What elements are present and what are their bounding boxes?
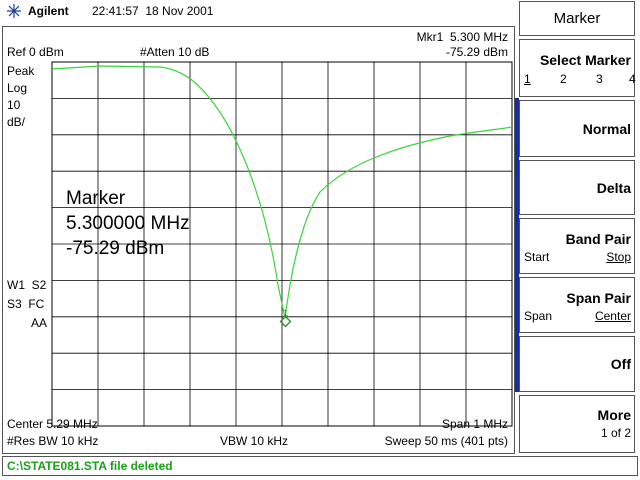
softkey-sub: Span	[524, 309, 553, 323]
sweep: Sweep 50 ms (401 pts)	[384, 434, 508, 448]
datetime: 22:41:57 18 Nov 2001	[92, 4, 214, 18]
softkey-sub: Stop	[606, 250, 631, 264]
scale-label: 10	[7, 98, 21, 112]
softkey-label: Off	[610, 356, 631, 372]
scale-label: dB/	[7, 115, 26, 129]
softkey-option: 2	[560, 72, 567, 86]
graticule: 1	[51, 61, 513, 427]
softkey[interactable]: More 1 of 2	[519, 395, 635, 453]
marker-id: 1	[283, 308, 288, 318]
softkey[interactable]: Normal	[519, 100, 635, 157]
softkey-label: More	[597, 407, 631, 423]
softkey-label: Select Marker	[539, 52, 631, 68]
span: Span 1 MHz	[441, 417, 508, 431]
softkey-option: 4	[629, 72, 636, 86]
status-bar: C:\STATE081.STA file deleted	[2, 456, 638, 476]
softkey-label: Delta	[596, 180, 631, 196]
softkey[interactable]: Off	[519, 336, 635, 392]
rbw: #Res BW 10 kHz	[7, 434, 99, 448]
softkey-label: Normal	[582, 121, 631, 137]
scale-label: Peak	[7, 64, 35, 78]
softkey[interactable]: Span Pair Span Center	[519, 277, 635, 333]
softkey-sub: Start	[524, 250, 550, 264]
marker-freq: Mkr1 5.300 MHz	[416, 30, 508, 44]
ref-level: Ref 0 dBm	[7, 45, 64, 59]
marker-box-line: -75.29 dBm	[66, 238, 165, 259]
graticule-border	[51, 61, 513, 427]
attenuation: #Atten 10 dB	[140, 45, 210, 59]
softkey[interactable]: Delta	[519, 160, 635, 215]
menu-title-text: Marker	[553, 10, 601, 27]
scale-label: Log	[7, 81, 28, 95]
logo-icon	[7, 4, 21, 18]
menu-title: Marker	[519, 1, 635, 36]
status-text: C:\STATE081.STA file deleted	[7, 459, 173, 473]
marker-symbol	[279, 315, 292, 328]
active-bar	[515, 98, 519, 392]
vbw: VBW 10 kHz	[220, 434, 289, 448]
softkey-sub: 1 of 2	[600, 426, 631, 440]
trace	[51, 65, 513, 319]
center-freq: Center 5.29 MHz	[7, 417, 98, 431]
softkey[interactable]: Band Pair Start Stop	[519, 218, 635, 274]
softkey[interactable]: Select Marker 1 2 3 4	[519, 39, 636, 97]
display-frame	[2, 26, 515, 454]
softkey-sub: Center	[594, 309, 631, 323]
softkey-option: 1	[524, 72, 531, 86]
marker-box-line: 5.300000 MHz	[66, 213, 190, 234]
marker-amp: -75.29 dBm	[445, 45, 508, 59]
softkey-label: Band Pair	[565, 231, 631, 247]
trace-label: AA	[31, 316, 48, 330]
trace-label: W1 S2	[7, 278, 47, 292]
softkey-label: Span Pair	[566, 290, 631, 306]
brand: Agilent	[28, 4, 69, 18]
marker-box-line: Marker	[66, 188, 126, 209]
trace-label: S3 FC	[7, 297, 45, 311]
softkey-option: 3	[596, 72, 603, 86]
